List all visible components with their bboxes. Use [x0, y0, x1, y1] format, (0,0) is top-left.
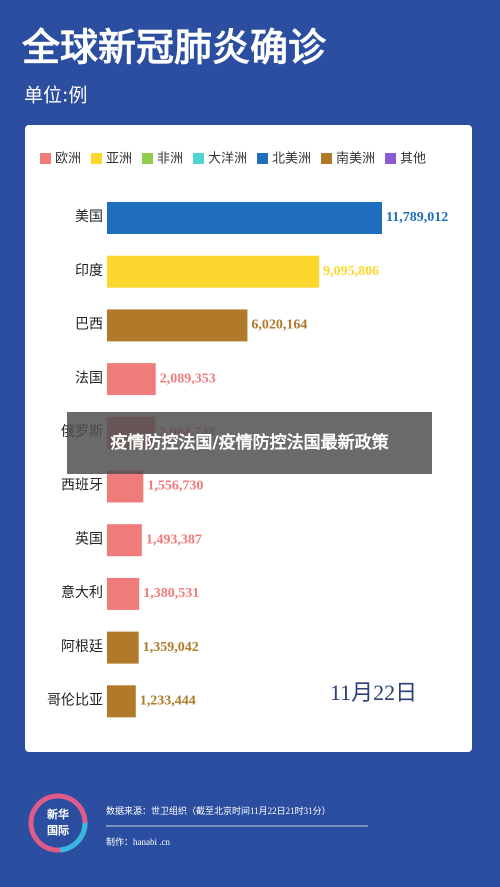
logo-ring-accent	[28, 793, 88, 853]
bar	[107, 309, 248, 342]
value-label: 1,233,444	[140, 694, 196, 709]
value-label: 9,095,806	[323, 264, 379, 279]
value-label: 11,789,012	[386, 210, 448, 225]
legend-swatch	[321, 153, 332, 164]
subtitle: 单位:例	[24, 85, 87, 107]
bar	[107, 577, 140, 610]
category-label: 法国	[75, 370, 103, 386]
category-label: 哥伦比亚	[47, 693, 103, 709]
footer: 新华 国际 数据来源：世卫组织（截至北京时间11月22日21时31分） 制作：h…	[28, 793, 368, 853]
bar	[107, 202, 382, 234]
logo-text: 国际	[47, 823, 69, 837]
legend-swatch	[91, 153, 102, 164]
bar	[107, 631, 139, 664]
value-label: 1,556,730	[147, 479, 203, 494]
legend-label: 北美洲	[272, 152, 311, 167]
category-label: 意大利	[61, 584, 103, 601]
logo-text: 新华	[47, 807, 69, 821]
legend-label: 大洋洲	[208, 152, 247, 167]
legend-label: 南美洲	[336, 151, 375, 167]
bar	[107, 470, 144, 503]
category-label: 印度	[75, 263, 103, 279]
legend-swatch	[142, 153, 153, 164]
category-label: 西班牙	[61, 478, 103, 494]
bar	[107, 363, 156, 396]
legend-label: 非洲	[157, 152, 183, 167]
bar	[107, 685, 136, 718]
credit-note: 制作：hanabi .cn	[106, 836, 170, 847]
value-label: 1,359,042	[143, 640, 199, 655]
bar	[107, 524, 142, 557]
category-label: 美国	[75, 209, 103, 225]
title: 全球新冠肺炎确诊	[21, 26, 327, 70]
legend-swatch	[257, 153, 268, 164]
legend-label: 其他	[400, 152, 426, 167]
legend-label: 欧洲	[55, 152, 81, 167]
value-label: 2,089,353	[160, 371, 216, 386]
logo-center	[35, 800, 81, 846]
value-label: 1,380,531	[143, 586, 199, 601]
category-label: 阿根廷	[61, 639, 103, 655]
overlay-text-box: 疫情防控法国/疫情防控法国最新政策	[110, 432, 389, 453]
source-note: 数据来源：世卫组织（截至北京时间11月22日21时31分）	[106, 805, 331, 816]
legend-swatch	[193, 153, 204, 164]
legend-label: 亚洲	[106, 152, 132, 167]
category-label: 英国	[75, 530, 103, 547]
value-label: 1,493,387	[146, 532, 202, 547]
legend-swatch	[40, 153, 51, 164]
value-label: 6,020,164	[251, 318, 307, 333]
overlay-text: 疫情防控法国/疫情防控法国最新政策	[110, 432, 389, 453]
overlay-banner	[67, 412, 432, 474]
category-label: 巴西	[75, 318, 103, 333]
date-annotation: 11月22日	[330, 680, 417, 705]
bar	[107, 255, 320, 288]
legend-swatch	[385, 153, 396, 164]
